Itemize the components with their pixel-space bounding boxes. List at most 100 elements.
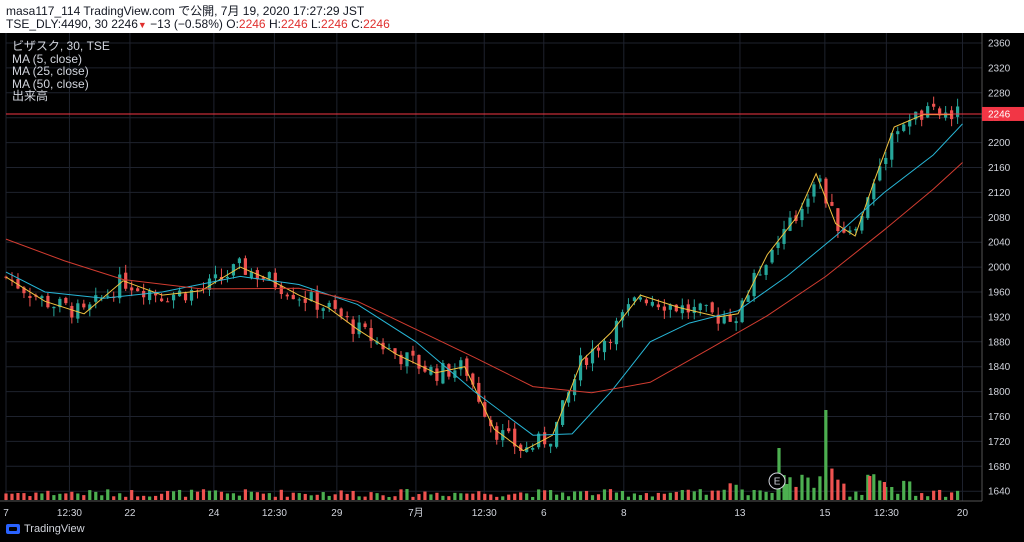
candle-body bbox=[549, 443, 553, 447]
candle-body bbox=[722, 316, 726, 324]
volume-bar bbox=[602, 489, 607, 500]
candle-body bbox=[231, 264, 236, 276]
volume-bar bbox=[782, 475, 786, 500]
candle-body bbox=[632, 297, 637, 302]
volume-spike bbox=[785, 484, 789, 500]
volume-bar bbox=[345, 493, 349, 500]
legend-ma50: MA (50, close) bbox=[12, 76, 89, 91]
volume-spike bbox=[882, 482, 886, 500]
candle-body bbox=[638, 297, 642, 300]
symbol-label: TSE_DLY:4490, 30 bbox=[6, 17, 108, 31]
candle-body bbox=[932, 103, 936, 107]
volume-bar bbox=[171, 491, 176, 500]
candle-body bbox=[70, 305, 74, 318]
volume-bar bbox=[944, 496, 948, 500]
volume-bar bbox=[890, 486, 894, 500]
volume-bar bbox=[333, 494, 337, 500]
volume-bar bbox=[566, 496, 571, 500]
volume-bar bbox=[100, 495, 104, 500]
volume-bar bbox=[165, 490, 170, 500]
volume-bar bbox=[88, 490, 92, 500]
candle-body bbox=[776, 242, 780, 248]
candle-body bbox=[165, 301, 170, 303]
time-tick-label: 12:30 bbox=[57, 508, 82, 519]
volume-bar bbox=[842, 483, 846, 500]
candle-body bbox=[399, 354, 403, 365]
price-tick-label: 1800 bbox=[988, 387, 1011, 398]
candle-body bbox=[824, 178, 828, 204]
time-tick-label: 15 bbox=[819, 508, 831, 519]
change-arrow-icon: ▼ bbox=[137, 20, 147, 30]
chart-legend: ビザスク, 30, TSE MA (5, close) MA (25, clos… bbox=[12, 40, 110, 103]
chart-area[interactable]: 2360232022802240220021602120208020402000… bbox=[0, 33, 1024, 523]
time-tick-label: 7月 bbox=[408, 507, 424, 519]
candle-body bbox=[160, 298, 164, 302]
volume-bar bbox=[195, 491, 200, 500]
candle-body bbox=[680, 305, 684, 314]
candle-body bbox=[237, 258, 242, 264]
candle-body bbox=[878, 166, 882, 181]
candle-body bbox=[171, 294, 176, 301]
volume-bar bbox=[734, 484, 738, 500]
candle-body bbox=[189, 289, 194, 301]
volume-bar bbox=[94, 491, 98, 500]
volume-bar bbox=[183, 496, 188, 500]
candle-body bbox=[40, 296, 44, 299]
volume-bar bbox=[596, 494, 601, 500]
time-tick-label: 13 bbox=[734, 508, 746, 519]
low-label: L: bbox=[311, 17, 322, 31]
volume-bar bbox=[806, 477, 810, 500]
time-axis: 7 12:30 22 24 12:30 29 7月 12:30 6 8 13 15 12:30 20 bbox=[0, 500, 982, 519]
volume-bar bbox=[160, 493, 164, 500]
candle-body bbox=[291, 294, 295, 300]
volume-bar bbox=[674, 491, 678, 500]
candle-body bbox=[369, 327, 373, 341]
high-value: 2246 bbox=[280, 17, 308, 31]
candle-body bbox=[926, 106, 930, 118]
volume-bar bbox=[16, 493, 20, 500]
earnings-marker: E bbox=[768, 472, 786, 490]
ma-line-1 bbox=[5, 123, 963, 436]
volume-bar bbox=[58, 493, 62, 500]
volume-bar bbox=[213, 490, 218, 500]
low-value: 2246 bbox=[321, 17, 348, 31]
chart-grid bbox=[5, 33, 982, 501]
candle-body bbox=[327, 302, 331, 307]
close-value: 2246 bbox=[363, 17, 390, 31]
candle-body bbox=[674, 304, 678, 312]
volume-bar bbox=[531, 496, 535, 500]
price-axis-background bbox=[982, 33, 1024, 523]
time-tick-label: 29 bbox=[331, 508, 343, 519]
candle-body bbox=[728, 314, 732, 322]
volume-bar bbox=[70, 491, 74, 500]
candle-body bbox=[782, 228, 786, 244]
volume-bar bbox=[710, 490, 714, 500]
volume-bar bbox=[914, 495, 918, 500]
volume-bar bbox=[638, 495, 642, 500]
volume-bar bbox=[794, 486, 798, 500]
volume-bar bbox=[938, 489, 942, 500]
volume-bar bbox=[375, 493, 379, 500]
close-label: C: bbox=[351, 17, 364, 31]
candle-body bbox=[668, 304, 672, 310]
candle-body bbox=[207, 278, 212, 290]
price-chart[interactable]: 2360232022802240220021602120208020402000… bbox=[0, 33, 1024, 523]
tradingview-logo[interactable]: TradingView bbox=[6, 523, 85, 535]
volume-bar bbox=[369, 492, 373, 500]
earnings-marker-circle bbox=[768, 472, 786, 490]
volume-bar bbox=[626, 496, 631, 500]
candle-body bbox=[572, 379, 577, 396]
candle-body bbox=[716, 314, 720, 324]
candle-body bbox=[566, 392, 571, 403]
candle-body bbox=[411, 350, 415, 356]
publish-header: masa117_114 TradingView.com で公開, 7月 19, … bbox=[0, 0, 1024, 33]
price-tick-label: 1920 bbox=[988, 312, 1011, 323]
moving-averages bbox=[5, 114, 963, 452]
candle-body bbox=[435, 368, 439, 381]
footer-bar bbox=[0, 520, 1024, 542]
candle-body bbox=[249, 271, 253, 278]
candle-body bbox=[884, 157, 888, 164]
candle-body bbox=[740, 300, 744, 323]
volume-bar bbox=[680, 490, 684, 500]
candle-body bbox=[531, 447, 535, 450]
